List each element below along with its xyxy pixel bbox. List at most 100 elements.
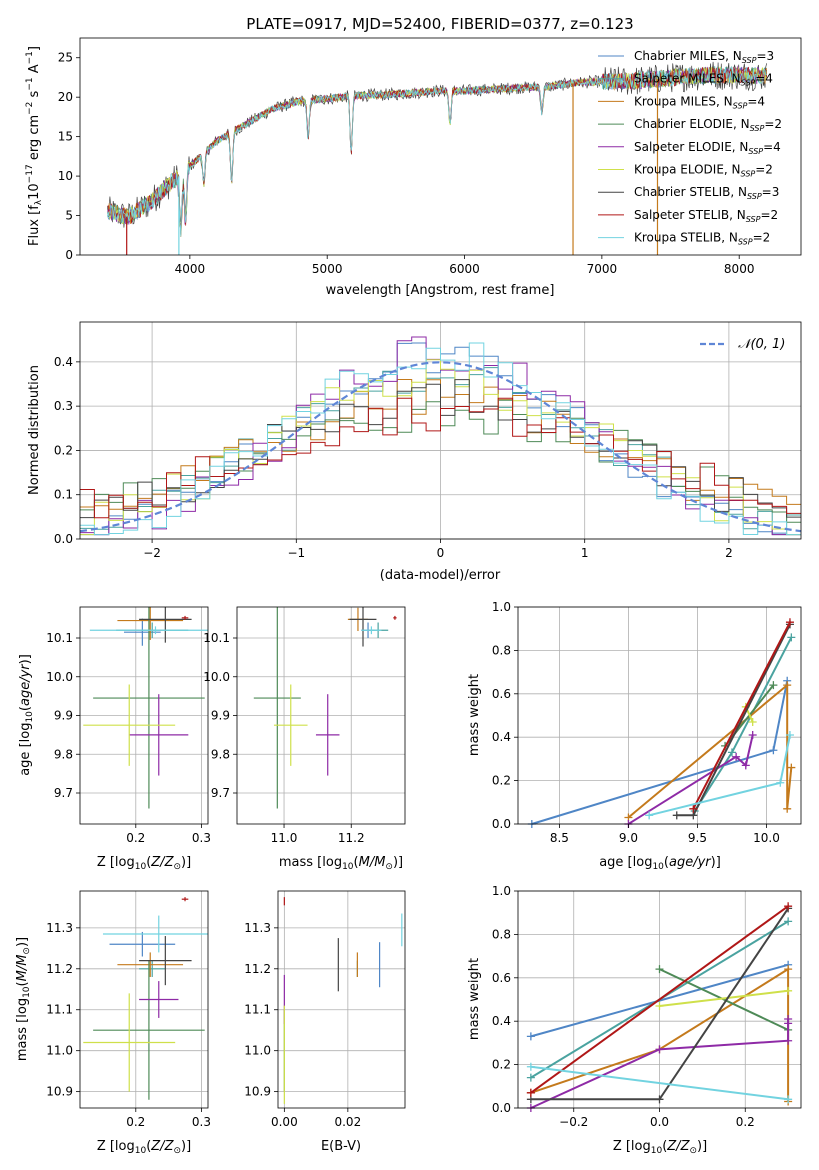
y-tick-label: 9.9: [211, 709, 230, 723]
y-tick-label: 0.8: [492, 643, 511, 657]
x-tick-label: 5000: [312, 262, 343, 276]
weight-vs-Z-ylabel: mass weight: [467, 958, 482, 1040]
x-tick-label: 9.5: [688, 831, 707, 845]
weight-line: [659, 989, 789, 1007]
y-tick-label: 10.1: [203, 631, 230, 645]
y-tick-label: 10.0: [46, 670, 73, 684]
x-tick-label: 6000: [449, 262, 480, 276]
legend-label: Kroupa ELODIE, NSSP=2: [634, 163, 773, 179]
mass-vs-ebv-xlabel: E(B-V): [321, 1139, 361, 1154]
normal-curve: [79, 361, 802, 533]
panel-age-vs-mass: 11.0 11.2 9.7 9.8 9.9 10.0 10.1 mass [log10(M/…: [203, 606, 406, 872]
y-tick-label: 0.1: [54, 488, 73, 502]
y-tick-label: 1.0: [492, 884, 511, 898]
y-tick-label: 10.9: [46, 1085, 73, 1099]
x-tick-label: 0.3: [192, 831, 211, 845]
weight-marker: [526, 1062, 535, 1071]
residual-histogram: [80, 397, 801, 519]
y-tick-label: 5: [65, 209, 73, 223]
weight-line: [627, 734, 754, 825]
weight-marker: [672, 811, 681, 820]
x-tick-label: 11.2: [338, 831, 365, 845]
residuals-legend: 𝒩(0, 1): [700, 337, 785, 352]
weight-marker: [776, 778, 785, 787]
panel-mass-vs-Z: 0.2 0.3 10.9 11.0 11.1 11.2 11.3 Z [log10(Z/Z⊙…: [15, 890, 211, 1156]
legend-label: Chabrier ELODIE, NSSP=2: [634, 117, 782, 133]
residuals-ylabel: Normed distribution: [27, 365, 42, 495]
weight-marker: [526, 1088, 535, 1097]
y-tick-label: 0.4: [492, 730, 511, 744]
weight-vs-age-xlabel: age [log10(age/yr)]: [599, 855, 721, 872]
y-tick-label: 0.0: [492, 817, 511, 831]
weight-marker: [783, 681, 792, 690]
x-tick-label: 0: [437, 546, 445, 560]
y-tick-label: 1.0: [492, 600, 511, 614]
y-tick-label: 0.0: [492, 1101, 511, 1115]
y-tick-label: 11.1: [46, 1003, 73, 1017]
weight-marker: [784, 986, 793, 995]
normal-legend-label: 𝒩(0, 1): [738, 337, 785, 352]
y-tick-label: 15: [58, 130, 73, 144]
y-tick-label: 0: [65, 248, 73, 262]
x-tick-label: 7000: [587, 262, 618, 276]
weight-marker: [785, 618, 794, 627]
y-tick-label: 11.2: [46, 962, 73, 976]
panel-weight-vs-Z: −0.2 0.0 0.2 0.0 0.2 0.4 0.6 0.8 1.0 Z [log10(Z/…: [467, 884, 802, 1156]
weight-vs-age-ylabel: mass weight: [467, 674, 482, 756]
legend-label: Kroupa MILES, NSSP=4: [634, 94, 765, 110]
weight-marker: [727, 748, 736, 757]
y-tick-label: 0.4: [54, 355, 73, 369]
y-tick-label: 0.8: [492, 927, 511, 941]
spectrum-line: [107, 66, 767, 237]
weight-marker: [526, 1073, 535, 1082]
x-tick-label: 11.0: [271, 831, 298, 845]
y-tick-label: 0.0: [54, 532, 73, 546]
weight-marker: [645, 811, 654, 820]
x-tick-label: −2: [143, 546, 161, 560]
legend-label: Chabrier MILES, NSSP=3: [634, 49, 774, 65]
x-tick-label: 8000: [724, 262, 755, 276]
x-tick-label: 9.0: [619, 831, 638, 845]
weight-marker: [784, 1095, 793, 1104]
weight-marker: [741, 761, 750, 770]
weight-marker: [784, 1036, 793, 1045]
panel-age-vs-Z: 0.2 0.39.79.89.910.010.1 Z [log10(Z/Z⊙)] …: [18, 606, 211, 872]
weight-marker: [655, 965, 664, 974]
y-tick-label: 0.2: [492, 1058, 511, 1072]
weight-marker: [655, 1095, 664, 1104]
weight-line: [648, 734, 791, 817]
x-tick-label: 2: [725, 546, 733, 560]
residual-histogram: [80, 379, 801, 519]
legend-label: Chabrier STELIB, NSSP=3: [634, 185, 779, 201]
y-tick-label: 0.2: [492, 774, 511, 788]
y-tick-label: 9.7: [211, 786, 230, 800]
weight-line: [530, 1065, 789, 1101]
y-tick-label: 11.2: [244, 962, 271, 976]
y-tick-label: 9.7: [54, 786, 73, 800]
x-tick-label: 1: [581, 546, 589, 560]
age-vs-Z-ylabel: age [log10(age/yr)]: [18, 654, 35, 776]
weight-marker: [784, 902, 793, 911]
weight-marker: [732, 752, 741, 761]
x-tick-label: 8.5: [550, 831, 569, 845]
weight-vs-Z-xlabel: Z [log10(Z/Z⊙)]: [613, 1139, 707, 1156]
y-tick-label: 11.3: [46, 921, 73, 935]
y-tick-label: 10.1: [46, 631, 73, 645]
weight-marker: [784, 1019, 793, 1028]
panel-spectrum: 4000 5000 6000 7000 8000 0 5 10 15 20 25 wavelengt…: [25, 37, 802, 298]
spectrum-xlabel: wavelength [Angstrom, rest frame]: [326, 283, 555, 298]
y-tick-label: 9.8: [211, 747, 230, 761]
weight-line: [659, 968, 789, 1031]
weight-marker: [769, 746, 778, 755]
x-tick-label: 10.0: [753, 831, 780, 845]
legend-label: Salpeter ELODIE, NSSP=4: [634, 140, 781, 156]
y-tick-label: 0.2: [54, 443, 73, 457]
spectrum-legend: Chabrier MILES, NSSP=3 Salpeter MILES, NS…: [598, 49, 782, 247]
x-tick-label: 0.3: [192, 1115, 211, 1129]
weight-marker: [787, 763, 796, 772]
weight-line: [530, 905, 789, 1094]
x-tick-label: 4000: [175, 262, 206, 276]
y-tick-label: 0.6: [492, 971, 511, 985]
panel-mass-vs-ebv: 0.00 0.02 10.9 11.0 11.1 11.2 11.3 E(B-V): [244, 890, 406, 1154]
